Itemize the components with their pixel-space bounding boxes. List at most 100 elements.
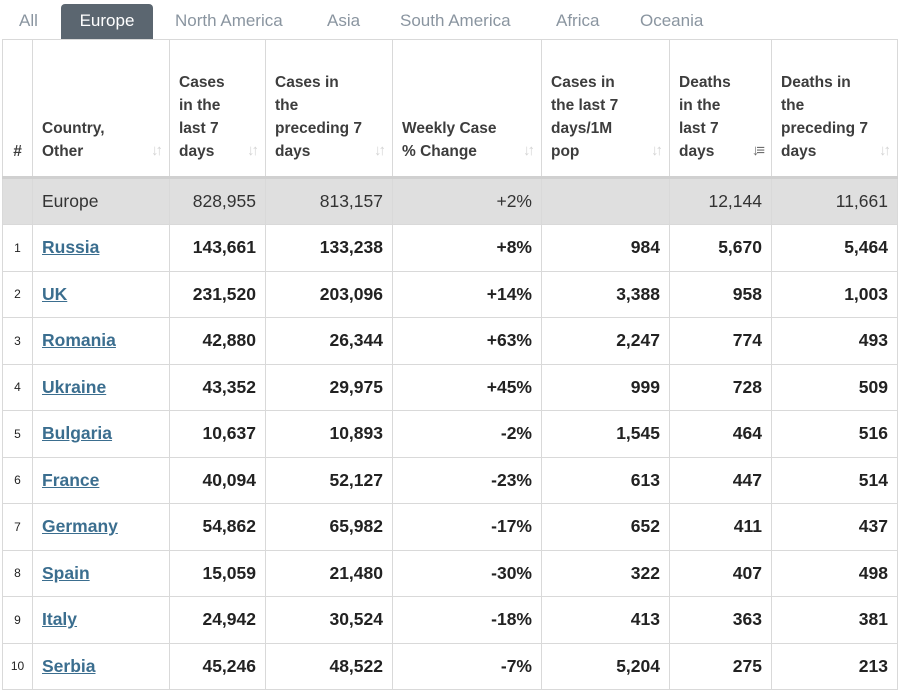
tab-all[interactable]: All	[19, 11, 38, 30]
sort-icon[interactable]: ↓↑	[879, 142, 891, 159]
sort-icon[interactable]: ↓↑	[651, 142, 663, 159]
total-index	[2, 177, 33, 225]
table-row: 3 Romania 42,880 26,344 +63% 2,247 774 493	[2, 317, 898, 365]
cases-per-1m-cell: 652	[541, 503, 670, 551]
weekly-change-cell: -18%	[392, 596, 542, 644]
deaths-7days-cell: 275	[669, 642, 772, 690]
row-index: 6	[2, 456, 33, 504]
country-cell: France	[32, 456, 170, 504]
tab-europe[interactable]: Europe	[61, 4, 153, 40]
country-link[interactable]: Italy	[42, 609, 78, 630]
table-row: 5 Bulgaria 10,637 10,893 -2% 1,545 464 516	[2, 410, 898, 458]
header-cases-per-1m[interactable]: Cases in the last 7 days/1M pop ↓↑	[541, 39, 670, 179]
sort-icon[interactable]: ↓↑	[247, 142, 259, 159]
row-index: 10	[2, 642, 33, 690]
header-deaths-preceding[interactable]: Deaths in the preceding 7 days ↓↑	[771, 39, 898, 179]
country-link[interactable]: Germany	[42, 516, 118, 537]
deaths-7days-cell: 407	[669, 549, 772, 597]
header-deaths-7days[interactable]: Deaths in the last 7 days ↓≡	[669, 39, 772, 179]
country-link[interactable]: Russia	[42, 237, 100, 258]
country-cell: Spain	[32, 549, 170, 597]
row-index: 7	[2, 503, 33, 551]
header-deaths-7days-label: Deaths in the last 7 days	[679, 74, 731, 160]
country-cell: Germany	[32, 503, 170, 551]
tab-africa[interactable]: Africa	[556, 11, 600, 30]
sort-icon[interactable]: ↓↑	[151, 142, 163, 159]
header-weekly-change[interactable]: Weekly Case % Change ↓↑	[392, 39, 542, 179]
weekly-change-cell: +63%	[392, 317, 542, 365]
cases-per-1m-cell: 413	[541, 596, 670, 644]
total-cases-per-1m	[541, 177, 670, 225]
cases-per-1m-cell: 322	[541, 549, 670, 597]
sort-icon[interactable]: ↓↑	[374, 142, 386, 159]
cases-preceding-cell: 30,524	[265, 596, 393, 644]
header-cases-7days[interactable]: Cases in the last 7 days ↓↑	[169, 39, 266, 179]
header-row: # Country, Other ↓↑ Cases in the last 7 d…	[2, 39, 898, 179]
region-tabs: All Europe North America Asia South Amer…	[0, 0, 898, 40]
row-index: 9	[2, 596, 33, 644]
cases-preceding-cell: 29,975	[265, 363, 393, 411]
country-link[interactable]: France	[42, 469, 100, 490]
total-country: Europe	[32, 177, 170, 225]
weekly-change-cell: +8%	[392, 224, 542, 272]
tab-south-america[interactable]: South America	[400, 11, 511, 30]
row-index: 2	[2, 270, 33, 318]
deaths-7days-cell: 958	[669, 270, 772, 318]
header-cases-preceding[interactable]: Cases in the preceding 7 days ↓↑	[265, 39, 393, 179]
cases-per-1m-cell: 3,388	[541, 270, 670, 318]
cases-preceding-cell: 48,522	[265, 642, 393, 690]
deaths-preceding-cell: 516	[771, 410, 898, 458]
table-row: 7 Germany 54,862 65,982 -17% 652 411 437	[2, 503, 898, 551]
sort-icon[interactable]: ↓↑	[523, 142, 535, 159]
sort-desc-icon[interactable]: ↓≡	[751, 142, 765, 159]
table-row: 6 France 40,094 52,127 -23% 613 447 514	[2, 456, 898, 504]
row-index: 3	[2, 317, 33, 365]
deaths-preceding-cell: 493	[771, 317, 898, 365]
cases-7days-cell: 40,094	[169, 456, 266, 504]
total-cases-7days: 828,955	[169, 177, 266, 225]
deaths-preceding-cell: 514	[771, 456, 898, 504]
total-row: Europe 828,955 813,157 +2% 12,144 11,661	[2, 177, 898, 225]
weekly-change-cell: -23%	[392, 456, 542, 504]
weekly-change-cell: -30%	[392, 549, 542, 597]
covid-weekly-table: # Country, Other ↓↑ Cases in the last 7 d…	[2, 39, 898, 690]
header-weekly-change-label: Weekly Case % Change	[402, 120, 497, 160]
deaths-7days-cell: 447	[669, 456, 772, 504]
row-index: 1	[2, 224, 33, 272]
deaths-7days-cell: 363	[669, 596, 772, 644]
cases-7days-cell: 42,880	[169, 317, 266, 365]
total-cases-preceding: 813,157	[265, 177, 393, 225]
tab-oceania[interactable]: Oceania	[640, 11, 704, 30]
tab-asia[interactable]: Asia	[327, 11, 361, 30]
country-cell: Ukraine	[32, 363, 170, 411]
cases-7days-cell: 10,637	[169, 410, 266, 458]
cases-preceding-cell: 26,344	[265, 317, 393, 365]
table-row: 2 UK 231,520 203,096 +14% 3,388 958 1,003	[2, 270, 898, 318]
deaths-preceding-cell: 509	[771, 363, 898, 411]
cases-per-1m-cell: 613	[541, 456, 670, 504]
country-link[interactable]: UK	[42, 283, 68, 304]
country-link[interactable]: Bulgaria	[42, 423, 113, 444]
weekly-change-cell: -2%	[392, 410, 542, 458]
header-deaths-preceding-label: Deaths in the preceding 7 days	[781, 74, 868, 160]
cases-7days-cell: 24,942	[169, 596, 266, 644]
country-link[interactable]: Spain	[42, 562, 90, 583]
country-link[interactable]: Serbia	[42, 655, 96, 676]
header-cases-per-1m-label: Cases in the last 7 days/1M pop	[551, 74, 619, 160]
row-index: 8	[2, 549, 33, 597]
cases-preceding-cell: 21,480	[265, 549, 393, 597]
cases-7days-cell: 15,059	[169, 549, 266, 597]
country-link[interactable]: Romania	[42, 330, 116, 351]
table-row: 1 Russia 143,661 133,238 +8% 984 5,670 5,464	[2, 224, 898, 272]
weekly-change-cell: +14%	[392, 270, 542, 318]
cases-preceding-cell: 52,127	[265, 456, 393, 504]
country-cell: Bulgaria	[32, 410, 170, 458]
cases-7days-cell: 54,862	[169, 503, 266, 551]
table-row: 4 Ukraine 43,352 29,975 +45% 999 728 509	[2, 363, 898, 411]
header-country[interactable]: Country, Other ↓↑	[32, 39, 170, 179]
tab-north-america[interactable]: North America	[175, 11, 283, 30]
country-link[interactable]: Ukraine	[42, 376, 107, 397]
cases-preceding-cell: 10,893	[265, 410, 393, 458]
total-deaths-7days: 12,144	[669, 177, 772, 225]
cases-per-1m-cell: 984	[541, 224, 670, 272]
